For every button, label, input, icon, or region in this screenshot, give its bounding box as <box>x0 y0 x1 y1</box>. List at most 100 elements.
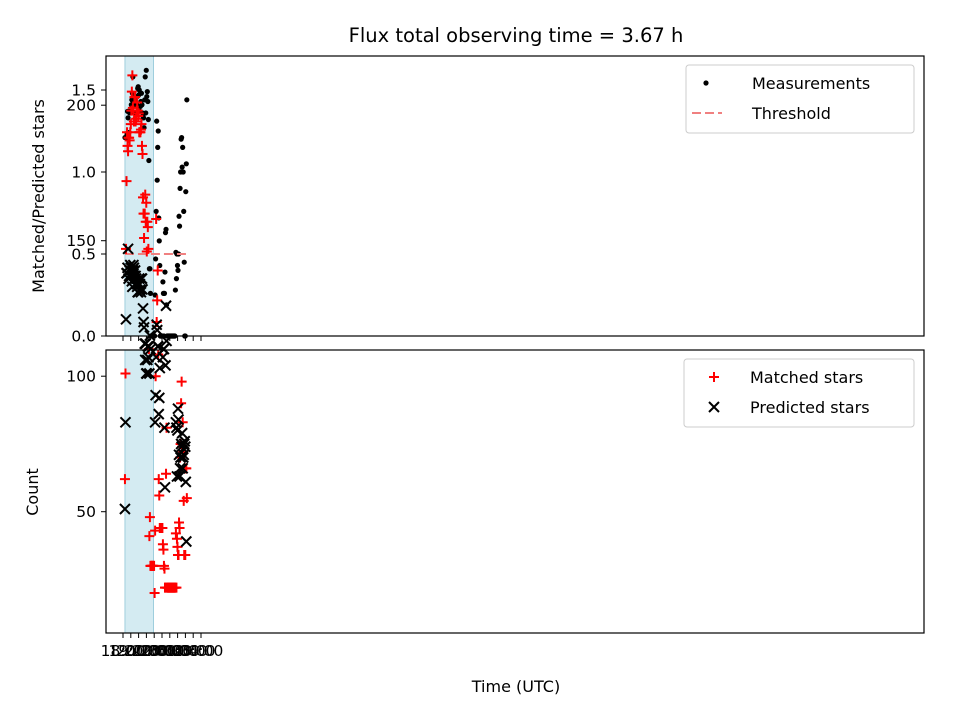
predicted-star-point <box>158 421 171 434</box>
y-tick-label: 50 <box>76 503 96 521</box>
y-tick-label: 1.5 <box>71 82 96 100</box>
matched-star-point <box>123 146 134 157</box>
predicted-star-point <box>144 343 157 355</box>
matched-star-point <box>161 422 172 433</box>
matched-star-point <box>153 474 164 485</box>
predicted-star-point <box>174 462 186 475</box>
matched-star-point <box>181 493 192 504</box>
matched-star-point <box>159 563 170 574</box>
matched-star-point <box>127 70 138 81</box>
predicted-star-point <box>153 392 165 404</box>
matched-star-point <box>152 295 163 306</box>
matched-star-point <box>152 265 163 276</box>
x-tick-label: 00:00 <box>147 642 192 660</box>
chart-title: Flux total observing time = 3.67 h <box>349 24 684 47</box>
bottom-shaded-interval <box>124 349 154 634</box>
predicted-star-point <box>136 283 149 296</box>
measurement-point <box>153 208 159 214</box>
x-axis-label: Time (UTC) <box>471 677 560 696</box>
legend-label: Threshold <box>751 104 831 123</box>
shaded-interval <box>124 349 154 634</box>
matched-star-point <box>136 119 147 130</box>
bottom-axes-frame <box>105 349 925 634</box>
x-tick-label: 22:00 <box>132 642 177 660</box>
matched-star-point <box>130 92 141 103</box>
predicted-star-point <box>141 354 154 366</box>
measurement-point <box>154 177 160 183</box>
predicted-star-point <box>141 367 153 380</box>
matched-star-point <box>144 512 155 523</box>
matched-star-point <box>171 582 182 593</box>
matched-star-point <box>120 368 131 379</box>
predicted-star-point <box>160 335 173 347</box>
matched-star-point <box>119 474 130 485</box>
matched-star-point <box>176 376 187 387</box>
measurement-point <box>138 90 145 96</box>
measurement-point <box>175 267 181 273</box>
measurement-point <box>176 223 183 229</box>
legend-box <box>683 358 915 428</box>
matched-star-point <box>174 522 185 533</box>
x-tick-label: 19:00 <box>108 642 153 660</box>
measurement-point <box>177 185 183 191</box>
predicted-star-point <box>160 300 172 312</box>
matched-star-point <box>142 222 153 233</box>
matched-star-point <box>170 528 181 539</box>
matched-star-point <box>133 108 144 119</box>
bottom-plot-marks <box>119 70 193 598</box>
predicted-star-point <box>151 324 163 336</box>
matched-star-point <box>143 243 154 254</box>
measurement-point <box>173 276 180 282</box>
matched-star-point <box>154 490 165 501</box>
y-tick-label: 200 <box>66 97 96 115</box>
measurement-point <box>183 161 189 167</box>
y-tick-label: 1.0 <box>71 164 96 182</box>
matched-star-point <box>161 468 172 479</box>
bottom-y-axis-label: Count <box>23 468 42 516</box>
measurement-point <box>176 213 182 219</box>
y-tick-label: 100 <box>66 368 96 386</box>
measurement-point <box>172 287 178 293</box>
predicted-star-point <box>177 451 189 464</box>
measurement-point <box>179 134 185 141</box>
legend-predicted-swatch <box>708 401 720 413</box>
measurement-point <box>145 98 151 105</box>
predicted-star-point <box>158 343 170 355</box>
predicted-star-point <box>122 243 134 255</box>
measurement-point <box>183 189 189 195</box>
legend-box <box>685 64 915 134</box>
top-legend: Measurements Threshold <box>685 64 915 134</box>
matched-star-point <box>180 550 191 561</box>
measurement-point <box>155 128 161 134</box>
bottom-panel: 18:0019:0020:0021:0022:0023:0000:0001:00… <box>23 70 925 696</box>
matched-star-point <box>158 544 169 555</box>
measurement-point <box>147 290 154 296</box>
bottom-y-ticks: 50 100 150 200 <box>66 97 106 521</box>
matched-star-point <box>144 531 155 542</box>
matched-star-point <box>151 214 162 225</box>
y-tick-label: 0.0 <box>71 328 96 346</box>
measurement-point <box>156 238 162 244</box>
matched-star-point <box>157 522 168 533</box>
predicted-star-point <box>171 470 183 483</box>
top-axes-frame <box>105 55 925 337</box>
y-tick-label: 0.5 <box>71 246 96 264</box>
predicted-star-point <box>149 416 161 428</box>
predicted-star-point <box>119 503 131 515</box>
matched-star-point <box>137 148 148 159</box>
matched-star-point <box>139 232 150 243</box>
x-tick-label: 04:00 <box>179 642 224 660</box>
predicted-star-point <box>144 329 156 342</box>
predicted-star-point <box>180 535 193 548</box>
predicted-star-point <box>136 272 148 285</box>
matched-star-point <box>140 189 151 200</box>
matched-star-point <box>139 208 150 219</box>
measurement-point <box>125 115 131 121</box>
predicted-star-point <box>180 476 192 488</box>
measurement-point <box>179 164 185 170</box>
predicted-star-point <box>172 413 185 426</box>
measurement-point <box>181 208 187 214</box>
legend-label: Measurements <box>752 74 870 93</box>
measurement-point <box>145 116 151 123</box>
